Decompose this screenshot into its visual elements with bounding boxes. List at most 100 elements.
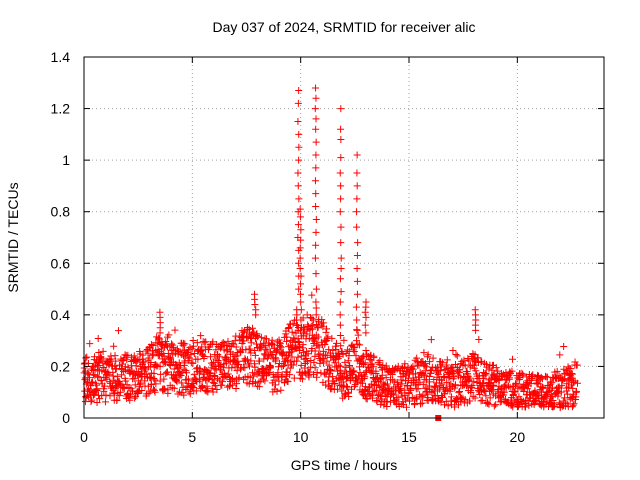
data-point — [337, 288, 345, 296]
data-point — [267, 363, 275, 371]
data-point — [533, 379, 541, 387]
data-point — [166, 362, 174, 370]
data-point — [448, 369, 456, 377]
data-point — [362, 347, 370, 355]
data-point — [413, 354, 421, 362]
data-point — [360, 391, 368, 399]
data-point — [147, 358, 155, 366]
data-point — [152, 380, 160, 388]
data-point — [553, 367, 561, 375]
data-point — [370, 354, 378, 362]
data-point — [353, 223, 361, 231]
data-point — [180, 339, 188, 347]
data-point — [559, 375, 567, 383]
data-point — [294, 182, 302, 190]
data-point — [263, 370, 271, 378]
data-point — [82, 354, 90, 362]
data-point — [427, 366, 435, 374]
data-point — [193, 339, 201, 347]
data-point — [537, 388, 545, 396]
data-point — [297, 324, 305, 332]
data-point — [352, 303, 360, 311]
data-point — [528, 375, 536, 383]
data-point — [240, 337, 248, 345]
data-point — [512, 379, 520, 387]
data-point — [170, 365, 178, 373]
data-point — [202, 376, 210, 384]
data-point — [527, 380, 535, 388]
data-point — [525, 402, 533, 410]
data-point — [442, 361, 450, 369]
data-point — [296, 205, 304, 213]
data-point — [203, 382, 211, 390]
data-point — [450, 373, 458, 381]
data-point — [220, 369, 228, 377]
data-point — [273, 387, 281, 395]
data-point — [139, 358, 147, 366]
data-point — [482, 370, 490, 378]
data-point — [95, 349, 103, 357]
data-point — [308, 325, 316, 333]
data-point — [289, 320, 297, 328]
data-point — [208, 385, 216, 393]
data-point — [426, 378, 434, 386]
data-point — [361, 359, 369, 367]
data-point — [342, 382, 350, 390]
data-point — [312, 311, 320, 319]
data-point — [387, 367, 395, 375]
data-point — [295, 156, 303, 164]
data-point — [198, 382, 206, 390]
data-point — [418, 399, 426, 407]
data-point — [300, 329, 308, 337]
data-point — [257, 333, 265, 341]
data-point — [312, 203, 320, 211]
data-point — [219, 378, 227, 386]
data-point — [109, 372, 117, 380]
data-point — [463, 382, 471, 390]
data-point — [368, 394, 376, 402]
data-point — [86, 340, 94, 348]
y-tick-label: 1.4 — [51, 49, 71, 65]
data-point — [471, 394, 479, 402]
data-point — [94, 366, 102, 374]
data-point — [113, 373, 121, 381]
data-point — [217, 344, 225, 352]
data-point — [295, 87, 303, 95]
data-point — [81, 359, 89, 367]
data-point — [93, 398, 101, 406]
data-point — [163, 341, 171, 349]
data-point — [297, 290, 305, 298]
data-point — [411, 370, 419, 378]
data-point — [303, 327, 311, 335]
data-point — [476, 391, 484, 399]
data-point — [198, 343, 206, 351]
data-point — [377, 375, 385, 383]
data-point — [353, 169, 361, 177]
data-point — [369, 388, 377, 396]
data-point — [279, 348, 287, 356]
data-point — [337, 154, 345, 162]
data-point — [94, 334, 102, 342]
data-point — [284, 324, 292, 332]
data-point — [345, 392, 353, 400]
data-point — [492, 364, 500, 372]
data-point — [324, 333, 332, 341]
data-point — [252, 311, 260, 319]
data-point — [557, 388, 565, 396]
data-point — [509, 355, 517, 363]
data-point — [296, 264, 304, 272]
data-point — [331, 342, 339, 350]
data-point — [308, 291, 316, 299]
data-point — [218, 381, 226, 389]
data-point — [470, 361, 478, 369]
data-point — [574, 379, 582, 387]
data-point — [296, 244, 304, 252]
data-point — [475, 335, 483, 343]
data-point — [200, 352, 208, 360]
data-point — [199, 351, 207, 359]
data-point — [294, 221, 302, 229]
data-point — [539, 384, 547, 392]
data-point — [157, 370, 165, 378]
data-point — [213, 375, 221, 383]
data-point — [163, 368, 171, 376]
